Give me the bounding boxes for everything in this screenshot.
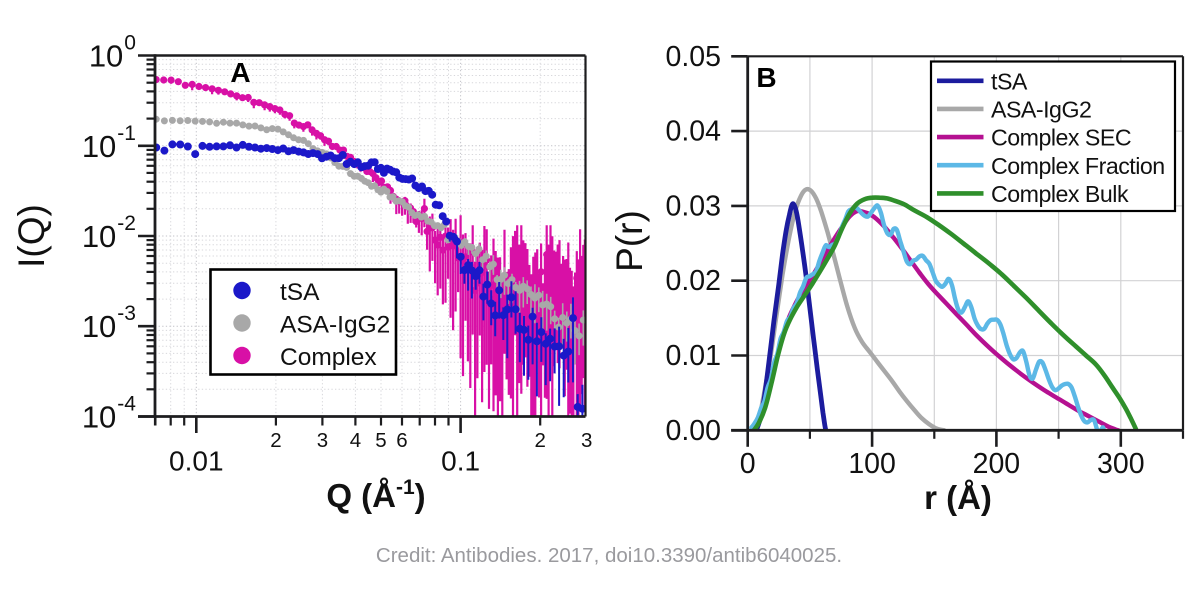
- svg-text:Credit: Antibodies. 2017, doi1: Credit: Antibodies. 2017, doi10.3390/ant…: [376, 544, 842, 567]
- svg-text:tSA: tSA: [280, 279, 320, 306]
- svg-text:P(r): P(r): [609, 210, 650, 272]
- svg-text:B: B: [756, 62, 776, 93]
- svg-text:3: 3: [317, 429, 328, 452]
- svg-text:-1: -1: [117, 122, 136, 145]
- svg-text:0.01: 0.01: [666, 340, 721, 372]
- svg-text:I(Q): I(Q): [11, 204, 52, 268]
- svg-text:0: 0: [124, 32, 136, 55]
- svg-text:Complex Fraction: Complex Fraction: [991, 153, 1165, 179]
- svg-text:Complex Bulk: Complex Bulk: [991, 181, 1129, 207]
- svg-text:2: 2: [534, 429, 545, 452]
- svg-text:10: 10: [82, 400, 116, 435]
- svg-text:10: 10: [82, 309, 116, 344]
- svg-text:ASA-IgG2: ASA-IgG2: [991, 96, 1091, 122]
- svg-text:100: 100: [848, 448, 896, 480]
- svg-text:Q (Å-1): Q (Å-1): [326, 476, 425, 514]
- svg-text:0.1: 0.1: [441, 446, 480, 477]
- svg-text:Complex SEC: Complex SEC: [991, 125, 1131, 151]
- svg-text:ASA-IgG2: ASA-IgG2: [280, 312, 390, 339]
- svg-text:-4: -4: [117, 393, 136, 416]
- svg-text:0.02: 0.02: [666, 265, 721, 297]
- svg-text:3: 3: [581, 429, 592, 452]
- svg-text:r (Å): r (Å): [924, 479, 992, 516]
- svg-text:10: 10: [89, 39, 123, 74]
- svg-text:10: 10: [82, 129, 116, 164]
- svg-text:0.00: 0.00: [666, 415, 721, 447]
- svg-text:Complex: Complex: [280, 344, 377, 371]
- svg-text:A: A: [230, 57, 250, 88]
- svg-text:300: 300: [1097, 448, 1145, 480]
- svg-text:6: 6: [396, 429, 407, 452]
- svg-text:5: 5: [375, 429, 386, 452]
- svg-text:2: 2: [270, 429, 281, 452]
- svg-text:200: 200: [973, 448, 1021, 480]
- svg-text:0.04: 0.04: [666, 116, 722, 148]
- svg-text:tSA: tSA: [991, 68, 1028, 94]
- svg-text:4: 4: [350, 429, 361, 452]
- svg-text:0.05: 0.05: [666, 41, 721, 73]
- svg-text:0.03: 0.03: [666, 190, 721, 222]
- svg-text:0: 0: [740, 448, 756, 480]
- svg-text:0.01: 0.01: [169, 446, 224, 477]
- svg-text:10: 10: [82, 219, 116, 254]
- svg-text:-3: -3: [117, 302, 136, 325]
- svg-text:-2: -2: [117, 212, 136, 235]
